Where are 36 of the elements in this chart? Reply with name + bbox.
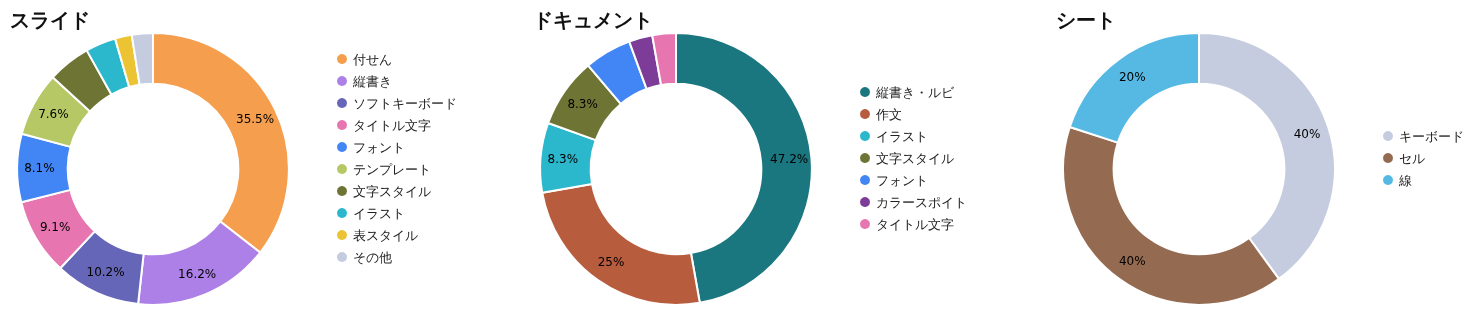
data-label: 40%	[1118, 253, 1146, 268]
legend-label: セル	[1399, 150, 1425, 166]
legend-label: フォント	[876, 172, 928, 188]
legend-label: カラースポイト	[876, 194, 967, 210]
legend-label: 表スタイル	[353, 227, 418, 243]
legend-label: キーボード	[1399, 128, 1464, 144]
legend-label: タイトル文字	[876, 216, 954, 232]
data-label: 25%	[597, 255, 625, 270]
legend-label: 作文	[875, 106, 902, 122]
data-label: 8.1%	[24, 161, 55, 176]
data-label: 8.3%	[567, 97, 598, 112]
chart-title: ドキュメント	[533, 8, 653, 32]
data-label: 35.5%	[236, 112, 275, 127]
legend-label: テンプレート	[353, 161, 431, 177]
legend-label: イラスト	[353, 205, 405, 221]
chart-title: スライド	[10, 8, 90, 32]
chart-title: シート	[1056, 8, 1116, 32]
data-label: 40%	[1293, 126, 1321, 141]
legend-label: イラスト	[876, 128, 928, 144]
legend-label: タイトル文字	[353, 117, 431, 133]
data-label: 9.1%	[39, 219, 71, 234]
legend-label: 文字スタイル	[876, 150, 954, 166]
legend-label: 文字スタイル	[353, 183, 431, 199]
legend-label: ソフトキーボード	[353, 95, 457, 111]
legend-label: 縦書き	[352, 73, 392, 89]
data-label: 7.6%	[38, 107, 69, 122]
data-label: 16.2%	[178, 266, 217, 281]
data-label: 47.2%	[770, 152, 809, 167]
data-label: 20%	[1118, 70, 1146, 85]
data-label: 10.2%	[86, 265, 125, 280]
legend-label: 縦書き・ルビ	[875, 84, 955, 100]
legend-label: フォント	[353, 139, 405, 155]
legend-label: その他	[353, 249, 392, 265]
legend-label: 付せん	[352, 51, 392, 67]
data-label: 8.3%	[547, 152, 579, 167]
legend-label: 線	[1398, 172, 1412, 188]
